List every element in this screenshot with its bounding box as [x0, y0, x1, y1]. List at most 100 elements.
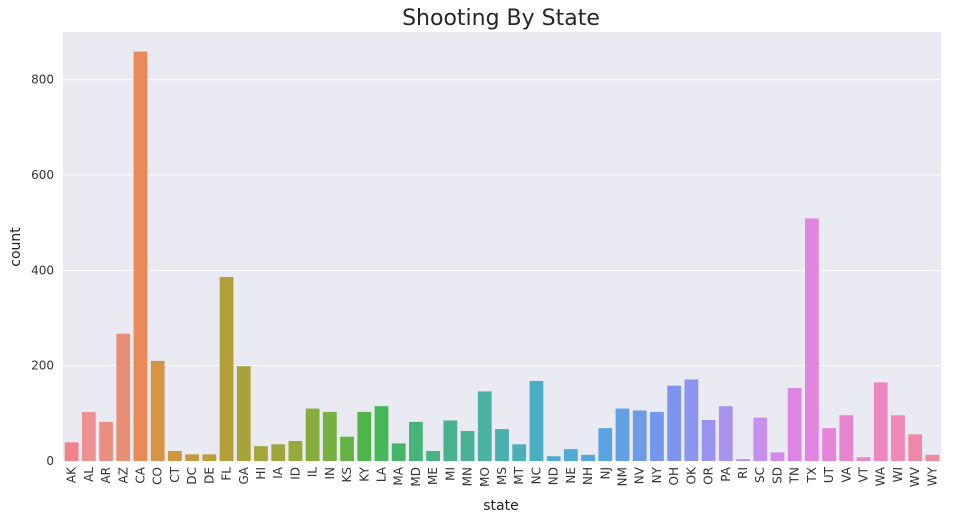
- bar-wi: [891, 415, 905, 461]
- x-tick-label: WI: [891, 467, 905, 482]
- x-tick-label: GA: [237, 466, 251, 484]
- bar-ga: [236, 366, 251, 461]
- x-tick-label: AL: [82, 467, 96, 482]
- x-tick-label: AZ: [116, 467, 130, 483]
- x-axis-ticks: AK AL AR AZ CA CO CT DC DE FL GA HI IA ID IL IN KS KY LA MA…: [65, 466, 940, 487]
- bar-de: [202, 454, 217, 461]
- x-tick-label: MN: [461, 467, 475, 486]
- x-tick-label: IL: [306, 467, 320, 478]
- bar-ok: [684, 379, 699, 461]
- x-tick-label: WA: [874, 466, 888, 486]
- bar-fl: [219, 277, 234, 461]
- chart-title: Shooting By State: [402, 6, 600, 31]
- x-tick-label: MT: [512, 466, 526, 484]
- y-axis-title: count: [8, 227, 24, 267]
- bar-tn: [787, 388, 802, 461]
- bar-hi: [254, 446, 268, 461]
- bar-me: [426, 450, 441, 461]
- x-tick-label: TN: [788, 467, 802, 484]
- bar-ms: [495, 429, 509, 461]
- bar-ct: [168, 450, 182, 461]
- bar-wy: [925, 454, 940, 461]
- bar-nd: [546, 456, 561, 461]
- x-tick-label: PA: [719, 466, 733, 481]
- bar-ks: [340, 436, 354, 461]
- bar-il: [305, 408, 320, 461]
- bar-nh: [581, 454, 595, 461]
- bar-ne: [563, 449, 578, 461]
- x-tick-label: MD: [409, 467, 423, 487]
- x-tick-label: NC: [529, 467, 543, 484]
- bar-nv: [632, 410, 647, 461]
- x-tick-label: SC: [753, 467, 767, 483]
- bar-sc: [753, 417, 768, 461]
- x-tick-label: NJ: [598, 467, 612, 480]
- bar-ak: [64, 442, 79, 461]
- y-tick-label: 400: [31, 263, 54, 277]
- bar-nc: [529, 380, 544, 461]
- bar-az: [116, 333, 131, 461]
- x-axis-title: state: [483, 498, 518, 514]
- bar-ia: [271, 444, 286, 461]
- x-tick-label: AK: [65, 466, 79, 483]
- bar-ma: [391, 443, 406, 461]
- x-tick-label: ND: [547, 467, 561, 485]
- x-tick-label: DE: [202, 467, 216, 484]
- bar-sd: [770, 452, 785, 461]
- bar-mi: [443, 420, 458, 461]
- x-tick-label: ID: [288, 467, 302, 480]
- x-tick-label: NV: [633, 466, 647, 484]
- x-tick-label: OK: [684, 466, 698, 484]
- x-tick-label: MS: [495, 467, 509, 485]
- y-tick-label: 200: [31, 359, 54, 373]
- x-tick-label: ME: [426, 467, 440, 485]
- bar-ar: [99, 421, 113, 461]
- bar-dc: [185, 454, 200, 461]
- x-tick-label: HI: [254, 467, 268, 480]
- y-tick-label: 600: [31, 168, 54, 182]
- x-tick-label: AR: [99, 467, 113, 484]
- x-tick-label: SD: [770, 467, 784, 484]
- x-tick-label: CT: [168, 466, 182, 482]
- x-tick-label: FL: [220, 467, 234, 481]
- bar-al: [81, 411, 96, 461]
- x-tick-label: NH: [581, 467, 595, 485]
- x-tick-label: NM: [616, 467, 630, 486]
- x-tick-label: TX: [805, 467, 819, 484]
- bar-la: [374, 406, 389, 461]
- bars: [64, 51, 940, 461]
- bar-ri: [736, 459, 750, 461]
- bar-va: [839, 415, 854, 461]
- y-tick-label: 0: [46, 454, 54, 468]
- bar-ca: [133, 51, 148, 461]
- x-tick-label: IN: [323, 467, 337, 480]
- y-tick-label: 800: [31, 73, 54, 87]
- x-tick-label: UT: [822, 466, 836, 483]
- y-axis-ticks: 0 200 400 600 800: [31, 73, 54, 468]
- x-tick-label: RI: [736, 467, 750, 479]
- bar-mt: [512, 444, 527, 461]
- bar-in: [322, 411, 337, 461]
- bar-id: [288, 440, 303, 461]
- x-tick-label: NE: [564, 467, 578, 484]
- bar-ut: [822, 428, 836, 461]
- bar-nm: [615, 408, 630, 461]
- x-tick-label: MA: [392, 466, 406, 485]
- bar-wv: [908, 434, 923, 461]
- x-tick-label: NY: [650, 466, 664, 483]
- bar-tx: [804, 218, 819, 461]
- x-tick-label: VA: [839, 466, 853, 482]
- x-tick-label: OR: [702, 467, 716, 485]
- bar-mn: [460, 430, 475, 461]
- bar-ky: [357, 411, 372, 461]
- bar-oh: [667, 385, 682, 461]
- x-tick-label: OH: [667, 467, 681, 485]
- bar-pa: [718, 406, 733, 461]
- x-tick-label: DC: [185, 467, 199, 485]
- x-tick-label: WV: [908, 466, 922, 487]
- bar-wa: [873, 382, 888, 461]
- bar-ny: [650, 411, 664, 461]
- bar-md: [409, 421, 423, 461]
